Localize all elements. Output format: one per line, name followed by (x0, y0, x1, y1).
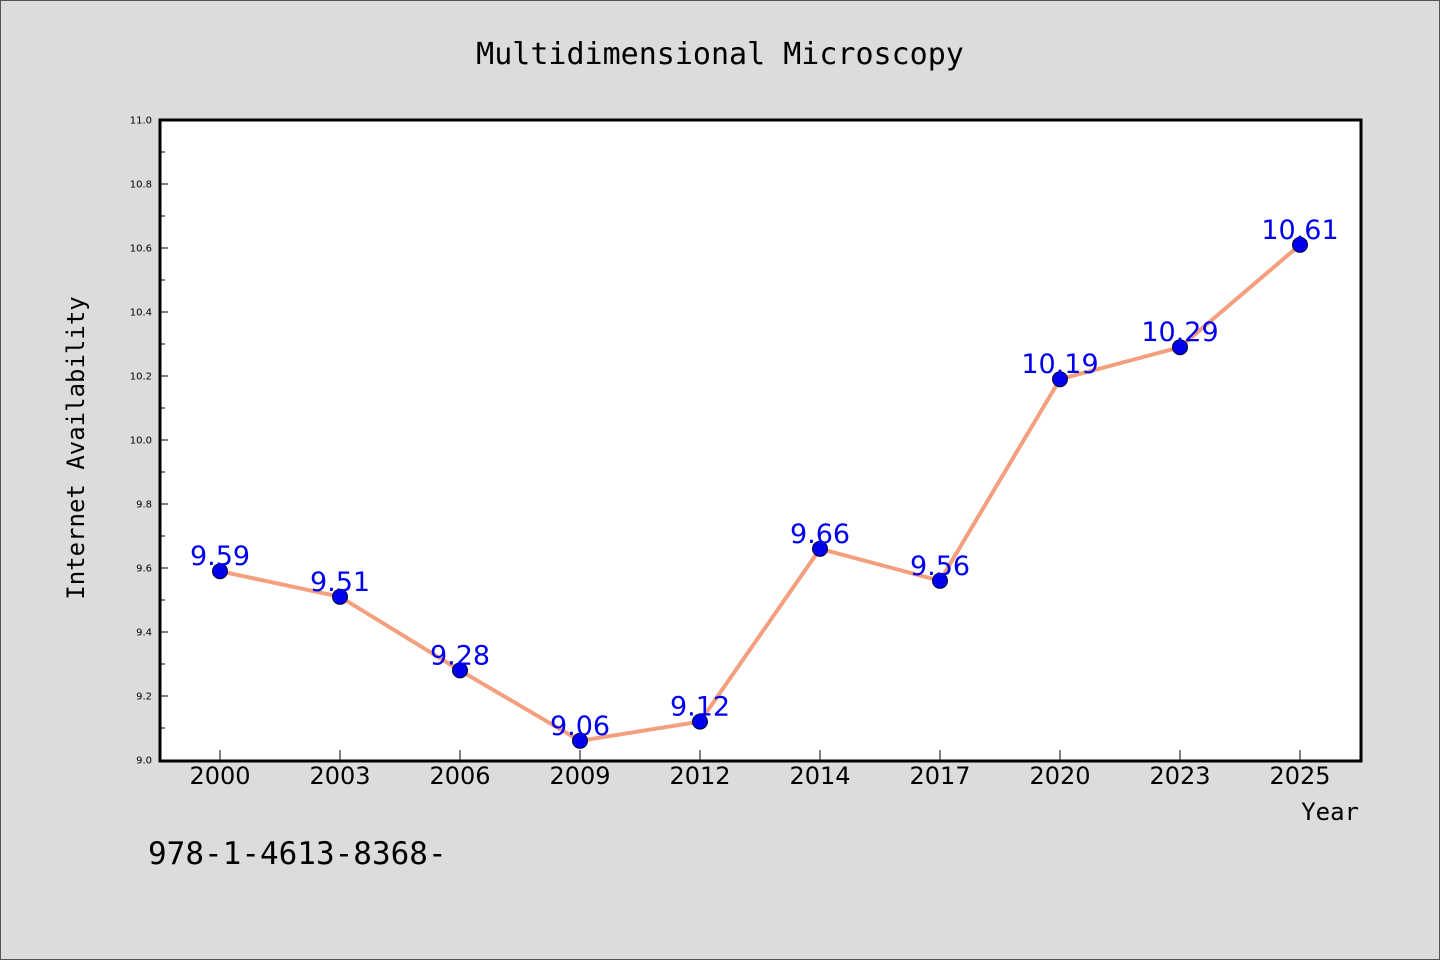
data-point (932, 572, 948, 589)
x-tick-label: 2023 (1149, 762, 1210, 790)
data-label: 10.29 (1141, 317, 1218, 348)
y-tick-label: 9.0 (136, 756, 152, 767)
data-point (452, 662, 468, 679)
y-tick-label: 9.8 (136, 500, 152, 511)
y-axis-label: Internet Availability (62, 296, 90, 599)
x-tick-label: 2006 (429, 762, 490, 790)
y-tick-label: 10.0 (130, 436, 152, 447)
data-label: 9.06 (550, 711, 610, 742)
y-tick-label: 10.2 (130, 372, 152, 383)
data-label: 9.28 (430, 640, 490, 671)
series-line (218, 242, 1302, 743)
y-tick-label: 10.8 (130, 180, 152, 191)
data-label: 9.12 (670, 692, 730, 723)
x-tick-label: 2014 (789, 762, 850, 790)
data-label: 10.19 (1021, 349, 1098, 380)
data-point (212, 563, 228, 580)
data-label: 9.56 (910, 551, 970, 582)
x-tick-label: 2000 (189, 762, 250, 790)
data-point (1052, 371, 1068, 388)
y-tick-label: 10.6 (130, 244, 152, 255)
data-labels: 9.59 9.51 9.28 9.06 9.12 9.66 9.56 10.19 10.29 10… (190, 215, 1339, 742)
data-point (1172, 339, 1188, 356)
data-label: 10.61 (1261, 215, 1338, 246)
x-axis-label: Year (1301, 798, 1359, 826)
x-tick-label: 2020 (1029, 762, 1090, 790)
y-tick-label: 9.2 (136, 692, 152, 703)
data-point (332, 588, 348, 605)
x-tick-label: 2009 (549, 762, 610, 790)
y-tick-label: 10.4 (130, 308, 152, 319)
series-layer (212, 236, 1308, 749)
data-label: 9.59 (190, 541, 250, 572)
data-point (1292, 236, 1308, 253)
isbn-text: 978-1-4613-8368- (148, 836, 447, 872)
y-tick-label: 9.6 (136, 564, 152, 575)
data-point (692, 713, 708, 730)
chart-title: Multidimensional Microscopy (476, 37, 964, 72)
x-axis: 2000 2003 2006 2009 2012 2014 2017 2020 2023 2025 (189, 750, 1331, 790)
x-tick-label: 2012 (669, 762, 730, 790)
x-tick-label: 2017 (909, 762, 970, 790)
y-axis: 9.0 9.2 9.4 9.6 9.8 10.0 10.2 10.4 10.6 10.8 11.0 (130, 116, 168, 767)
plot-area (158, 118, 1363, 763)
data-point (812, 540, 828, 557)
x-tick-label: 2025 (1269, 762, 1330, 790)
data-label: 9.66 (790, 519, 850, 550)
y-tick-label: 9.4 (136, 628, 152, 639)
x-tick-label: 2003 (309, 762, 370, 790)
data-point (572, 732, 588, 749)
y-tick-label: 11.0 (130, 116, 152, 127)
data-label: 9.51 (310, 567, 370, 598)
